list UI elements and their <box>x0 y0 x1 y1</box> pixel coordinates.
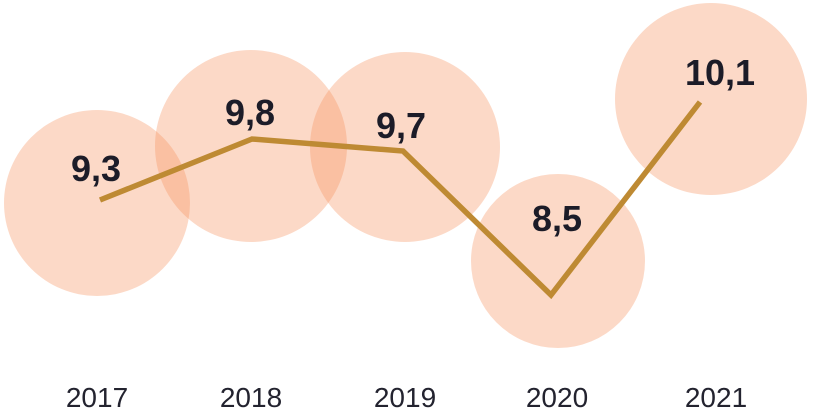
value-label-2020: 8,5 <box>531 198 583 239</box>
x-axis-label-2018: 2018 <box>219 382 283 413</box>
trend-line <box>98 100 703 300</box>
value-label-2021: 10,1 <box>684 52 756 93</box>
value-label-2019: 9,7 <box>375 105 427 146</box>
x-axis-label-2021: 2021 <box>684 382 748 413</box>
bubble-2021 <box>615 3 807 195</box>
value-label-2018: 9,8 <box>224 92 276 133</box>
x-axis-label-2020: 2020 <box>525 382 589 413</box>
bubble-2017 <box>4 110 190 296</box>
bubble-2020 <box>471 174 645 348</box>
x-axis-label-2017: 2017 <box>65 382 129 413</box>
value-label-2017: 9,3 <box>70 148 122 189</box>
x-axis-label-2019: 2019 <box>373 382 437 413</box>
